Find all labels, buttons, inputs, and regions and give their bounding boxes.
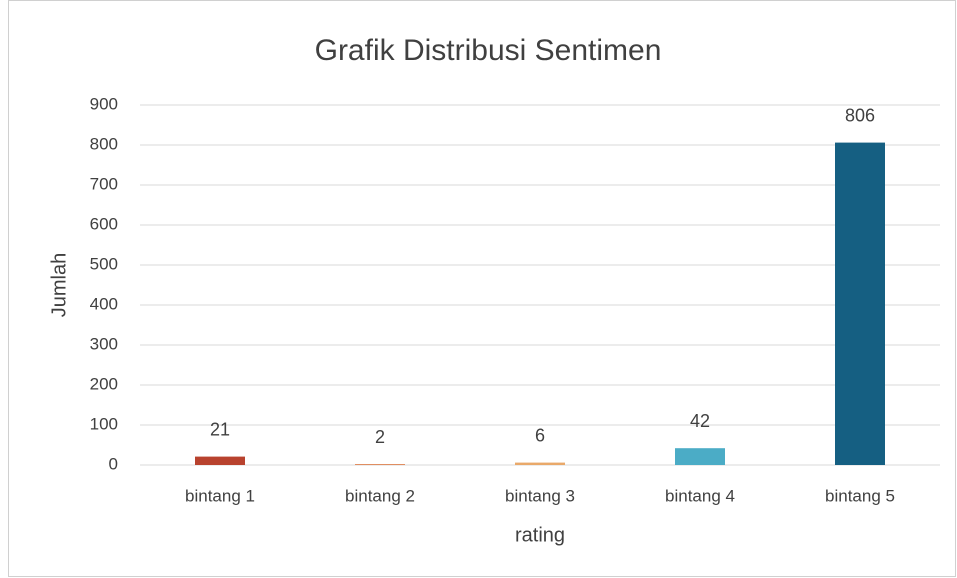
bar: [835, 142, 885, 465]
bar: [675, 448, 725, 465]
x-tick-label: bintang 3: [505, 486, 575, 505]
y-axis-title: Jumlah: [48, 253, 70, 317]
x-tick-label: bintang 5: [825, 486, 895, 505]
bar: [195, 456, 245, 465]
y-tick-label: 400: [90, 294, 118, 313]
bar: [355, 464, 405, 465]
y-tick-label: 0: [109, 454, 118, 473]
y-tick-label: 700: [90, 174, 118, 193]
y-tick-label: 800: [90, 134, 118, 153]
chart-title: Grafik Distribusi Sentimen: [315, 34, 662, 67]
data-label: 6: [535, 425, 545, 445]
bar: [515, 462, 565, 465]
y-tick-label: 200: [90, 374, 118, 393]
x-tick-label: bintang 4: [665, 486, 735, 505]
data-label: 806: [845, 105, 875, 125]
y-tick-label: 600: [90, 214, 118, 233]
y-tick-label: 300: [90, 334, 118, 353]
y-tick-label: 900: [90, 94, 118, 113]
y-tick-label: 100: [90, 414, 118, 433]
data-label: 21: [210, 419, 230, 439]
chart-frame: [8, 0, 956, 577]
data-label: 42: [690, 411, 710, 431]
x-tick-label: bintang 2: [345, 486, 415, 505]
x-tick-label: bintang 1: [185, 486, 255, 505]
x-axis-title: rating: [515, 524, 565, 546]
y-tick-label: 500: [90, 254, 118, 273]
data-label: 2: [375, 427, 385, 447]
